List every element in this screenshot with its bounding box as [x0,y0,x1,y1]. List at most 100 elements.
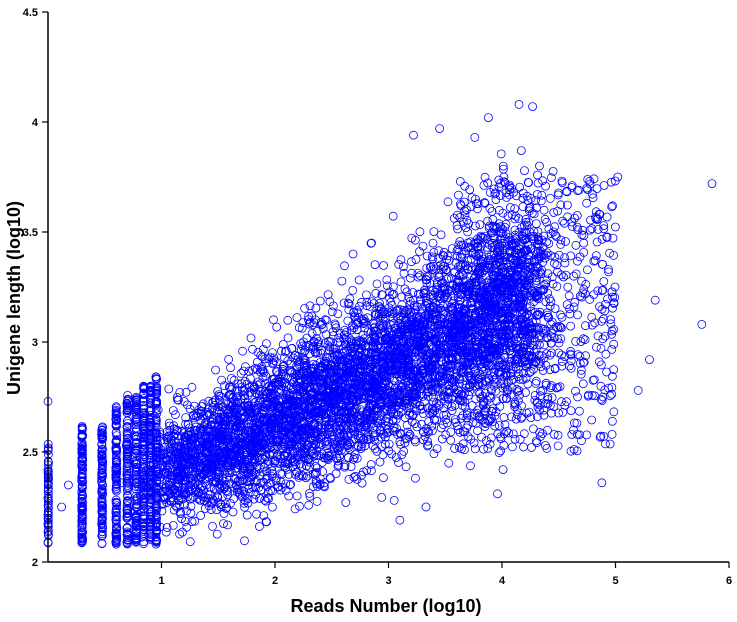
data-point [333,309,343,319]
data-point [271,476,281,486]
data-point [112,498,121,508]
data-point [238,346,248,356]
data-point [151,403,161,413]
data-point [77,493,87,503]
data-point [111,512,121,522]
data-point [111,462,121,472]
data-point [132,531,142,541]
data-point [298,471,308,481]
data-point [168,521,178,530]
data-point [450,444,460,453]
data-point [539,205,549,215]
data-point [122,399,132,409]
data-point [239,366,249,376]
data-point [295,501,304,511]
data-point [337,276,347,286]
data-point [297,323,307,333]
data-point [77,523,87,532]
data-point [97,497,107,507]
data-point [78,456,87,466]
data-point [122,529,132,539]
data-point [267,502,277,512]
data-point [446,304,456,314]
data-point [343,316,353,326]
data-point [139,413,149,423]
data-point [226,363,235,373]
data-point [252,365,262,374]
data-point [77,538,87,547]
data-point [427,426,437,436]
data-point [97,538,107,548]
data-point [463,227,473,237]
data-point [123,535,133,544]
data-point [444,458,454,468]
data-point [305,317,315,327]
data-point [112,421,121,431]
data-point [384,446,394,456]
data-point [112,501,121,511]
data-point [77,532,87,542]
data-point [112,476,121,486]
data-point [78,431,87,440]
data-point [139,389,149,399]
data-point [98,461,107,471]
data-point [424,417,433,427]
data-point [185,537,195,547]
data-point [111,443,121,453]
data-point [470,444,480,454]
data-point [236,368,246,378]
data-point [151,386,161,396]
data-point [248,482,258,492]
data-point [139,429,149,439]
data-point [305,301,315,311]
data-point [257,352,267,362]
data-point [394,458,403,467]
data-point [121,441,131,451]
data-point [382,275,392,285]
data-point [97,478,107,487]
data-point [348,285,358,295]
data-point [77,459,87,469]
data-point [123,394,133,404]
data-point [77,483,87,493]
data-point [111,466,121,476]
data-point [269,315,278,325]
data-point [146,493,156,503]
data-point [123,418,133,428]
data-point [341,498,351,507]
data-point [111,514,121,524]
data-point [242,510,252,520]
data-point [77,444,87,454]
data-point [145,440,155,450]
data-point [260,354,270,364]
data-point [187,382,197,392]
data-point [254,522,264,531]
data-point [379,261,389,270]
data-point [151,372,161,382]
data-point [145,521,155,531]
data-point [77,507,87,516]
data-point [77,442,87,452]
data-point [122,513,132,523]
data-point [112,507,121,517]
data-point [428,238,438,248]
data-point [510,225,520,235]
data-point [283,315,293,325]
data-point [246,333,256,343]
data-point [122,468,132,478]
data-point [112,523,121,533]
data-point [410,473,420,483]
data-point [112,431,122,441]
data-point [429,227,439,237]
data-point [97,520,107,529]
data-point [372,279,382,289]
data-point [450,415,460,425]
data-point [151,406,161,416]
data-point [77,496,87,506]
data-point [499,413,509,422]
data-point [286,479,296,489]
data-point [78,477,87,487]
data-point [111,436,121,446]
data-point [123,486,132,496]
data-point [122,523,132,533]
